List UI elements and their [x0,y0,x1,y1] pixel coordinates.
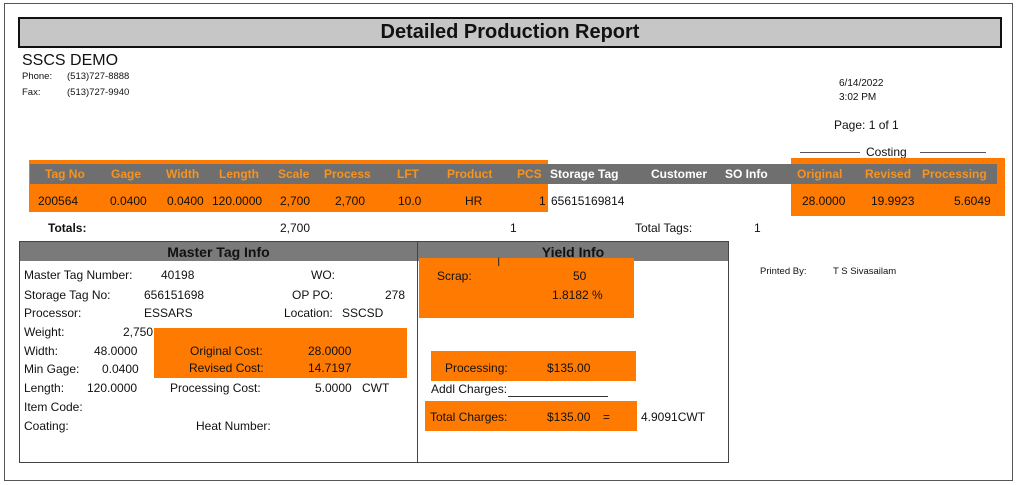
storage-tag-label: Storage Tag No: [24,288,111,302]
wo-label: WO: [311,268,335,282]
scrap-value: 50 [573,269,587,283]
cell-scale: 2,700 [280,194,311,208]
cell-gage: 0.0400 [110,194,147,208]
master-tag-number: 40198 [161,268,195,282]
cell-length: 120.0000 [212,194,263,208]
processing-cost-unit: CWT [362,381,390,395]
original-cost-label: Original Cost: [190,344,263,358]
master-tag-number-label: Master Tag Number: [24,268,133,282]
weight-value: 2,750 [123,325,154,339]
processing-cost-label: Processing Cost: [170,381,261,395]
cell-original: 28.0000 [802,194,846,208]
cell-storage-tag: 65615169814 [551,194,625,208]
col-so-info: SO Info [725,167,768,181]
cell-revised: 19.9923 [871,194,915,208]
col-pcs: PCS [517,167,542,181]
scrap-label: Scrap: [437,269,472,283]
addl-charges-underline [508,396,608,397]
processing-cost-value: 5.0000 [315,381,352,395]
yield-processing-label: Processing: [445,361,508,375]
report-date: 6/14/2022 [839,78,884,89]
col-width: Width [166,167,200,181]
col-scale: Scale [278,167,310,181]
col-tag-no: Tag No [45,167,85,181]
processor-label: Processor: [24,306,82,320]
cell-processing: 5.6049 [954,194,991,208]
col-processing: Processing [922,167,987,181]
col-process: Process [324,167,371,181]
totals-label: Totals: [48,221,87,235]
text-cursor-icon: I [497,255,501,269]
min-gage-value: 0.0400 [102,362,139,376]
col-length: Length [219,167,259,181]
yield-info-box [417,241,729,463]
location-label: Location: [284,306,333,320]
cell-pcs: 1 [539,194,546,208]
cell-lft: 10.0 [398,194,422,208]
yield-processing-value: $135.00 [547,361,591,375]
table-header-row [30,164,997,184]
col-storage-tag: Storage Tag [550,167,619,181]
addl-charges-label: Addl Charges: [431,382,508,396]
total-tags-label: Total Tags: [635,221,693,235]
total-tags-value: 1 [754,221,761,235]
location-value: SSCSD [342,306,384,320]
col-gage: Gage [111,167,142,181]
width-label: Width: [24,344,59,358]
scrap-percent: 1.8182 % [552,288,603,302]
length-label: Length: [24,381,65,395]
printed-by-label: Printed By: [760,266,807,277]
highlight-costs [154,328,407,378]
phone-value: (513)727-8888 [67,71,130,82]
yield-info-header: Yield Info [418,242,728,261]
col-product: Product [447,167,493,181]
report-title-bar: Detailed Production Report [18,17,1002,48]
fax-value: (513)727-9940 [67,87,130,98]
min-gage-label: Min Gage: [24,362,80,376]
cell-tag-no: 200564 [38,194,79,208]
highlight-scrap [419,258,634,318]
costing-label: Costing [866,145,907,159]
item-code-label: Item Code: [24,400,83,414]
coating-label: Coating: [24,419,69,433]
original-cost-value: 28.0000 [308,344,352,358]
heat-number-label: Heat Number: [196,419,271,433]
highlight-processing [431,351,636,381]
printed-by-value: T S Sivasailam [833,266,897,277]
op-po-value: 278 [385,288,406,302]
fax-label: Fax: [22,87,41,98]
page-number: Page: 1 of 1 [834,118,899,132]
total-charges-equals: = [603,410,611,424]
op-po-label: OP PO: [292,288,334,302]
revised-cost-label: Revised Cost: [189,361,264,375]
length-value: 120.0000 [87,381,138,395]
width-value: 48.0000 [94,344,138,358]
cell-product: HR [465,194,483,208]
highlight-total-charges [425,401,637,431]
totals-pcs: 1 [510,221,517,235]
revised-cost-value: 14.7197 [308,361,352,375]
total-charges-label: Total Charges: [430,410,508,424]
col-customer: Customer [651,167,708,181]
phone-label: Phone: [22,71,53,82]
master-tag-header: Master Tag Info [20,242,417,261]
col-lft: LFT [397,167,419,181]
per-cwt-value: 4.9091CWT [641,410,706,424]
col-original: Original [797,167,843,181]
col-revised: Revised [865,167,912,181]
storage-tag-value: 656151698 [144,288,205,302]
weight-label: Weight: [24,325,65,339]
totals-scale: 2,700 [280,221,311,235]
total-charges-value: $135.00 [547,410,591,424]
company-name: SSCS DEMO [22,52,119,69]
processor-value: ESSARS [144,306,193,320]
cell-width: 0.0400 [167,194,204,208]
report-time: 3:02 PM [839,92,877,103]
costing-divider-right [920,152,986,153]
report-title: Detailed Production Report [380,21,640,43]
cell-process: 2,700 [335,194,366,208]
costing-divider-left [800,152,860,153]
